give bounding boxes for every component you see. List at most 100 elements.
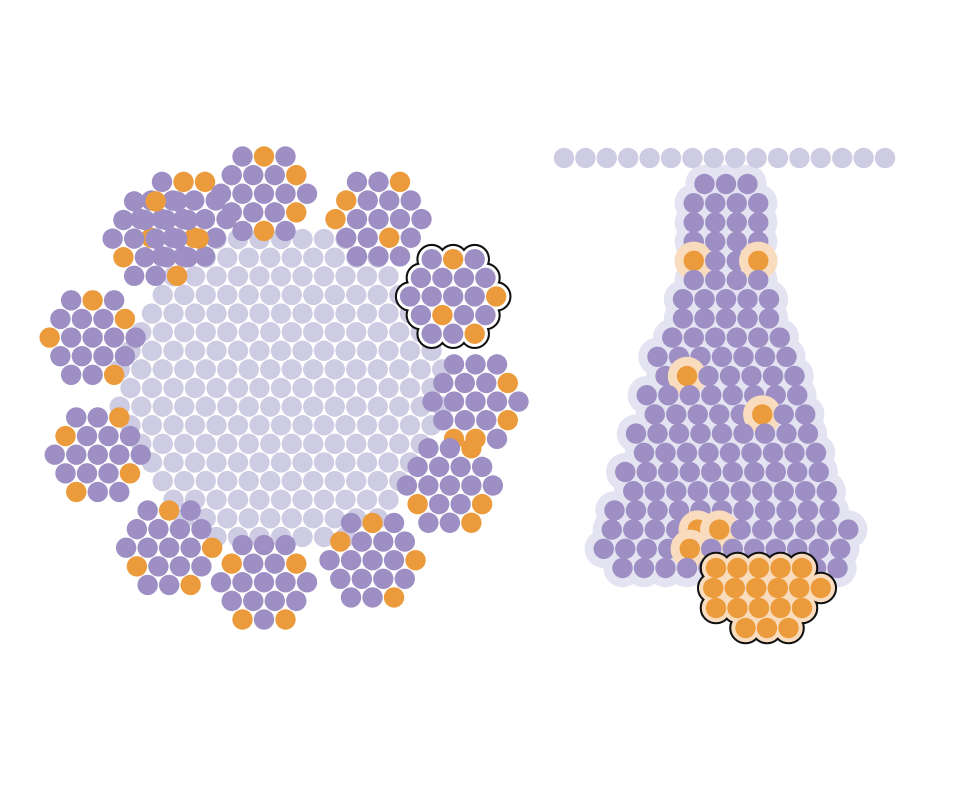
core-particle bbox=[206, 452, 227, 473]
core-particle bbox=[356, 303, 378, 324]
core-particle bbox=[324, 284, 345, 306]
purple-particle bbox=[103, 290, 125, 311]
core-particle bbox=[270, 415, 292, 436]
purple-particle bbox=[465, 391, 486, 412]
purple-particle bbox=[114, 345, 136, 367]
purple-particle bbox=[103, 327, 125, 348]
purple-particle bbox=[687, 404, 708, 425]
core-particle bbox=[195, 433, 216, 455]
core-particle bbox=[174, 396, 195, 417]
orange-particle bbox=[286, 202, 307, 223]
purple-particle bbox=[232, 572, 253, 593]
purple-particle bbox=[612, 557, 633, 579]
core-particle bbox=[163, 303, 184, 324]
core-particle bbox=[195, 284, 216, 306]
core-particle bbox=[410, 359, 431, 380]
core-particle bbox=[174, 284, 195, 306]
core-particle bbox=[335, 340, 356, 361]
core-particle bbox=[206, 340, 227, 361]
purple-particle bbox=[194, 208, 216, 230]
purple-particle bbox=[758, 308, 780, 329]
core-particle bbox=[238, 508, 259, 529]
core-particle bbox=[378, 452, 399, 473]
purple-particle bbox=[676, 442, 698, 463]
core-particle bbox=[217, 247, 238, 268]
purple-particle bbox=[362, 549, 383, 571]
purple-particle bbox=[486, 391, 508, 412]
orange-particle bbox=[39, 327, 60, 348]
purple-particle bbox=[647, 423, 668, 444]
purple-particle bbox=[769, 327, 790, 348]
purple-particle bbox=[123, 191, 145, 212]
orange-particle bbox=[103, 364, 125, 385]
core-particle bbox=[356, 415, 378, 436]
purple-particle bbox=[421, 286, 442, 307]
purple-particle bbox=[275, 146, 296, 167]
core-particle bbox=[335, 452, 356, 473]
core-particle bbox=[346, 284, 367, 306]
orange-particle bbox=[114, 308, 136, 330]
purple-particle bbox=[683, 269, 704, 291]
outlined-orange-group bbox=[696, 551, 838, 645]
strand-particle bbox=[596, 147, 617, 169]
purple-particle bbox=[450, 493, 471, 515]
orange-particle bbox=[405, 549, 426, 571]
purple-particle bbox=[125, 327, 146, 348]
purple-particle bbox=[191, 518, 212, 540]
core-particle bbox=[217, 321, 238, 343]
orange-particle bbox=[330, 531, 351, 552]
purple-particle bbox=[421, 249, 442, 270]
particle-cluster bbox=[210, 146, 318, 242]
orange-particle bbox=[389, 171, 411, 193]
purple-particle bbox=[151, 171, 173, 193]
purple-particle bbox=[109, 444, 130, 465]
purple-particle bbox=[633, 557, 655, 579]
purple-particle bbox=[119, 425, 141, 447]
purple-particle bbox=[156, 209, 177, 231]
core-particle bbox=[303, 470, 324, 492]
purple-particle bbox=[418, 512, 439, 533]
core-particle bbox=[313, 228, 335, 250]
purple-particle bbox=[130, 444, 151, 465]
core-particle bbox=[152, 433, 173, 455]
purple-particle bbox=[593, 538, 614, 559]
purple-particle bbox=[679, 385, 700, 406]
core-particle bbox=[152, 284, 173, 306]
core-particle bbox=[141, 377, 163, 399]
core-particle bbox=[378, 489, 399, 510]
purple-particle bbox=[166, 191, 188, 212]
purple-particle bbox=[450, 456, 471, 478]
core-particle bbox=[281, 508, 302, 529]
orange-particle bbox=[109, 407, 130, 428]
orange-particle bbox=[461, 438, 482, 459]
core-particle bbox=[249, 489, 270, 510]
core-particle bbox=[131, 359, 152, 380]
purple-particle bbox=[694, 308, 715, 329]
purple-particle bbox=[275, 183, 296, 204]
core-particle bbox=[346, 396, 367, 417]
core-particle bbox=[303, 508, 324, 529]
purple-particle bbox=[795, 481, 816, 502]
purple-particle bbox=[676, 557, 698, 579]
particle-cluster bbox=[396, 438, 504, 533]
purple-particle bbox=[762, 442, 784, 463]
particle-cluster bbox=[102, 191, 209, 287]
orange-particle bbox=[770, 557, 791, 579]
purple-particle bbox=[210, 572, 232, 593]
purple-particle bbox=[754, 500, 776, 521]
purple-particle bbox=[816, 519, 837, 540]
core-particle bbox=[270, 303, 292, 324]
purple-particle bbox=[50, 308, 71, 330]
core-particle bbox=[249, 452, 270, 473]
purple-particle bbox=[93, 308, 114, 330]
purple-particle bbox=[368, 171, 389, 193]
purple-particle bbox=[701, 385, 722, 406]
core-particle bbox=[238, 247, 259, 268]
strand-particle bbox=[832, 147, 853, 169]
purple-particle bbox=[351, 531, 372, 552]
purple-particle bbox=[330, 568, 351, 589]
purple-particle bbox=[683, 193, 704, 214]
purple-particle bbox=[672, 308, 694, 329]
core-particle bbox=[281, 284, 302, 306]
